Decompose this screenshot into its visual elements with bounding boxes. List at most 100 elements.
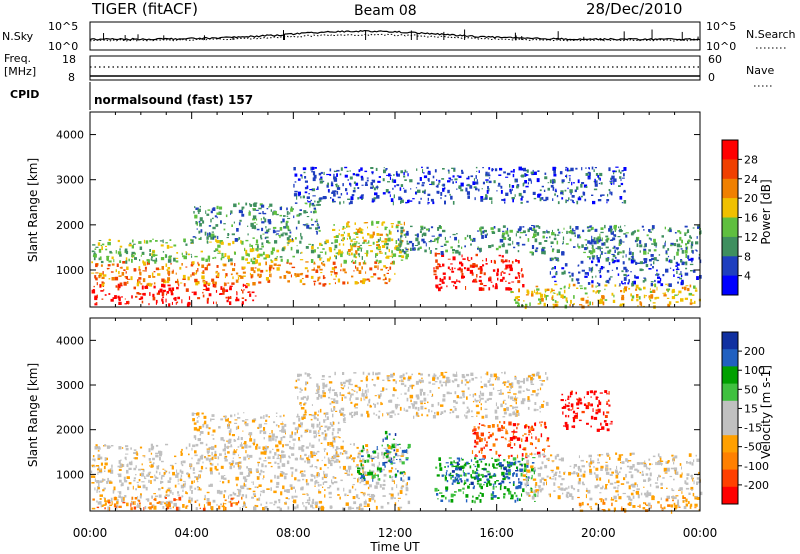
heatmap-cell [657, 453, 660, 457]
heatmap-cell [632, 495, 635, 499]
heatmap-cell [643, 294, 646, 299]
heatmap-cell [473, 279, 475, 282]
heatmap-cell [476, 179, 478, 182]
heatmap-cell [563, 425, 566, 427]
heatmap-cell [138, 277, 142, 280]
heatmap-cell [250, 275, 253, 279]
heatmap-cell [444, 476, 447, 480]
heatmap-cell [220, 490, 223, 492]
heatmap-cell [178, 496, 182, 501]
heatmap-cell [220, 465, 224, 469]
heatmap-cell [588, 172, 591, 176]
heatmap-cell [397, 470, 399, 473]
heatmap-cell [207, 284, 210, 286]
heatmap-cell [248, 445, 252, 448]
heatmap-cell [321, 459, 323, 462]
heatmap-cell [390, 262, 393, 265]
heatmap-cell [270, 259, 272, 261]
heatmap-cell [227, 282, 230, 284]
heatmap-cell [592, 200, 596, 205]
heatmap-cell [577, 282, 580, 284]
heatmap-cell [585, 186, 588, 188]
heatmap-cell [245, 249, 248, 254]
heatmap-cell [249, 203, 251, 206]
heatmap-cell [155, 452, 159, 455]
heatmap-cell [144, 266, 147, 270]
heatmap-cell [148, 303, 150, 306]
heatmap-cell [697, 473, 699, 476]
heatmap-cell [326, 173, 330, 176]
heatmap-cell [643, 246, 646, 248]
heatmap-cell [580, 474, 583, 477]
heatmap-cell [329, 505, 333, 509]
heatmap-cell [138, 499, 141, 503]
heatmap-cell [268, 435, 272, 439]
heatmap-cell [227, 479, 230, 484]
heatmap-cell [334, 272, 338, 275]
heatmap-cell [172, 492, 174, 495]
heatmap-cell [590, 458, 592, 462]
heatmap-cell [511, 431, 515, 433]
heatmap-cell [113, 503, 117, 508]
heatmap-cell [572, 228, 574, 232]
heatmap-cell [464, 267, 466, 270]
heatmap-cell [214, 465, 217, 470]
heatmap-cell [552, 476, 555, 478]
heatmap-cell [658, 254, 661, 256]
heatmap-cell [352, 261, 355, 264]
heatmap-cell [196, 486, 199, 489]
heatmap-cell [133, 286, 136, 290]
heatmap-cell [631, 295, 635, 299]
heatmap-cell [500, 429, 504, 431]
heatmap-cell [242, 275, 246, 277]
heatmap-cell [666, 487, 668, 489]
heatmap-cell [99, 468, 102, 471]
heatmap-cell [166, 489, 171, 492]
heatmap-cell [484, 437, 486, 442]
heatmap-cell [696, 250, 698, 252]
heatmap-cell [400, 229, 404, 234]
heatmap-cell [438, 234, 441, 237]
heatmap-cell [609, 423, 613, 425]
heatmap-cell [194, 236, 197, 239]
heatmap-cell [180, 453, 183, 456]
heatmap-cell [212, 226, 216, 230]
heatmap-cell [662, 477, 665, 479]
heatmap-cell [372, 451, 374, 453]
heatmap-cell [475, 175, 477, 179]
heatmap-cell [504, 437, 507, 440]
heatmap-cell [184, 241, 186, 243]
heatmap-cell [584, 239, 588, 241]
heatmap-cell [384, 452, 387, 454]
heatmap-cell [97, 471, 100, 473]
heatmap-cell [306, 185, 309, 189]
heatmap-cell [110, 469, 114, 474]
heatmap-cell [458, 463, 460, 465]
heatmap-cell [512, 423, 517, 427]
heatmap-cell [309, 442, 311, 447]
heatmap-cell [267, 446, 269, 448]
heatmap-cell [352, 259, 354, 262]
heatmap-cell [585, 490, 588, 492]
heatmap-cell [324, 449, 326, 452]
heatmap-cell [317, 481, 320, 484]
heatmap-cell [160, 480, 162, 484]
heatmap-cell [458, 474, 463, 477]
beam-label: Beam 08 [354, 3, 417, 19]
heatmap-cell [217, 456, 220, 460]
heatmap-cell [524, 482, 526, 486]
heatmap-cell [216, 240, 220, 244]
heatmap-cell [609, 191, 611, 195]
heatmap-cell [330, 408, 332, 411]
heatmap-cell [302, 416, 306, 419]
heatmap-cell [393, 480, 395, 485]
heatmap-cell [95, 272, 99, 274]
heatmap-cell [489, 475, 493, 479]
heatmap-cell [258, 472, 262, 476]
heatmap-cell [332, 413, 334, 418]
heatmap-cell [229, 500, 232, 504]
heatmap-cell [576, 473, 580, 477]
heatmap-cell [609, 225, 613, 230]
heatmap-cell [545, 295, 549, 297]
heatmap-cell [204, 267, 208, 271]
